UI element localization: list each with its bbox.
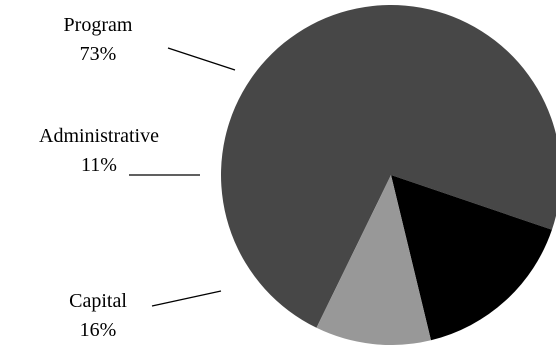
slice-label-program: Program [64,14,133,36]
leader-line-capital [151,290,222,307]
slice-value-label-program: 73% [80,43,117,65]
slice-value-label-administrative: 11% [81,154,117,176]
slice-label-capital: Capital [69,290,127,312]
pie-slices [221,5,556,345]
pie-slice-capital [391,175,552,341]
pie-slice-administrative [316,175,431,345]
slice-labels: Program 73% Capital 16% Administrative 11% [39,14,236,341]
pie-slice-program [221,5,556,328]
leader-line-program [167,47,236,71]
slice-label-administrative: Administrative [39,125,159,147]
slice-value-label-capital: 16% [80,319,117,341]
